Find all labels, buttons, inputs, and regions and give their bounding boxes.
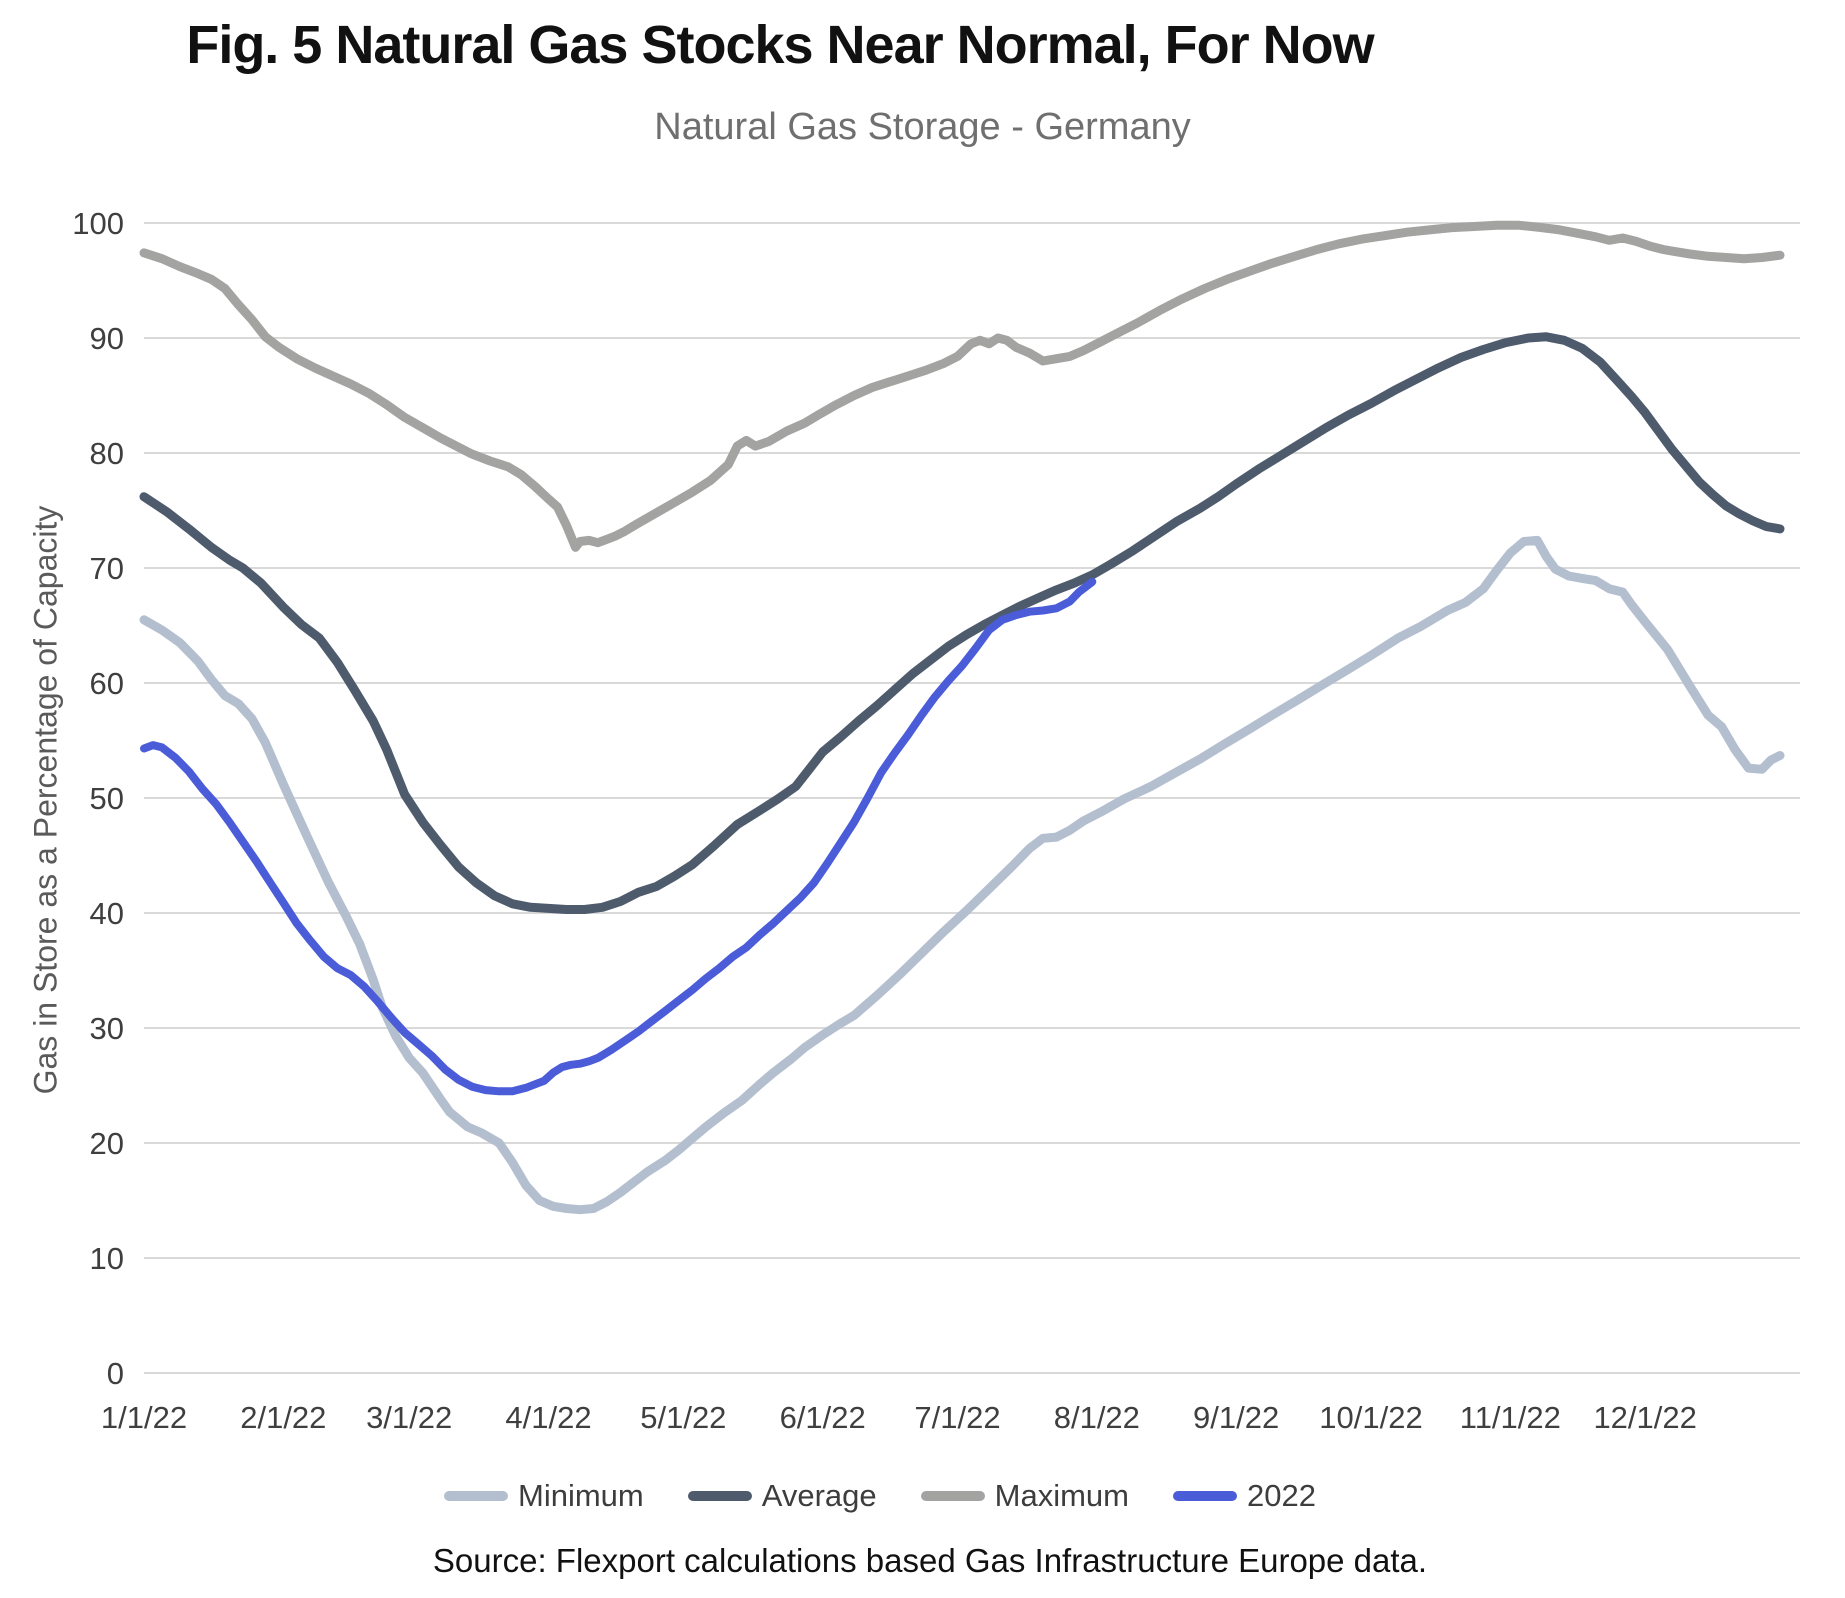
series-line-maximum [139, 220, 1785, 552]
legend-label-average: Average [761, 1478, 877, 1513]
series-line-average [139, 332, 1785, 914]
x-tick-1/1/22: 1/1/22 [101, 1400, 187, 1435]
x-tick-12/1/22: 12/1/22 [1593, 1400, 1696, 1435]
data-series-lines [139, 220, 1785, 1215]
y-tick-10: 10 [90, 1241, 124, 1276]
y-tick-100: 100 [72, 206, 124, 241]
legend-item-minimum: Minimum [444, 1478, 644, 1514]
chart-subtitle: Natural Gas Storage - Germany [654, 106, 1191, 148]
y-tick-90: 90 [90, 321, 124, 356]
x-tick-11/1/22: 11/1/22 [1460, 1400, 1561, 1435]
chart-legend: Minimum Average Maximum 2022 [0, 1478, 1760, 1514]
y-tick-30: 30 [90, 1011, 124, 1046]
x-tick-9/1/22: 9/1/22 [1193, 1400, 1279, 1435]
y-tick-40: 40 [90, 896, 124, 931]
x-tick-2/1/22: 2/1/22 [240, 1400, 326, 1435]
legend-label-minimum: Minimum [518, 1478, 644, 1513]
legend-item-maximum: Maximum [920, 1478, 1129, 1514]
x-axis-tick-labels: 1/1/22 2/1/22 3/1/22 4/1/22 5/1/22 6/1/22 7/1/… [101, 1400, 1697, 1435]
y-tick-70: 70 [90, 551, 124, 586]
x-tick-7/1/22: 7/1/22 [914, 1400, 1000, 1435]
x-tick-10/1/22: 10/1/22 [1319, 1400, 1422, 1435]
y-tick-80: 80 [90, 436, 124, 471]
legend-swatch-average [687, 1491, 752, 1501]
legend-swatch-maximum [920, 1491, 985, 1501]
x-tick-4/1/22: 4/1/22 [505, 1400, 591, 1435]
legend-label-maximum: Maximum [994, 1478, 1129, 1513]
x-tick-8/1/22: 8/1/22 [1054, 1400, 1140, 1435]
legend-item-average: Average [687, 1478, 877, 1514]
legend-item-2022: 2022 [1173, 1478, 1316, 1514]
legend-swatch-minimum [444, 1491, 509, 1501]
legend-label-2022: 2022 [1247, 1478, 1316, 1513]
gridlines [144, 222, 1800, 1374]
legend-swatch-2022 [1173, 1491, 1237, 1501]
x-tick-5/1/22: 5/1/22 [640, 1400, 726, 1435]
y-tick-20: 20 [90, 1126, 124, 1161]
chart-title: Fig. 5 Natural Gas Stocks Near Normal, F… [186, 15, 1374, 75]
series-line-minimum [139, 535, 1785, 1215]
y-tick-60: 60 [90, 666, 124, 701]
y-tick-0: 0 [107, 1356, 124, 1391]
y-axis-tick-labels: 0 10 20 30 40 50 60 70 80 90 100 [72, 206, 124, 1391]
source-note: Source: Flexport calculations based Gas … [432, 1542, 1428, 1579]
x-tick-3/1/22: 3/1/22 [366, 1400, 452, 1435]
x-tick-6/1/22: 6/1/22 [780, 1400, 866, 1435]
series-line-2022 [140, 577, 1097, 1096]
y-tick-50: 50 [90, 781, 124, 816]
